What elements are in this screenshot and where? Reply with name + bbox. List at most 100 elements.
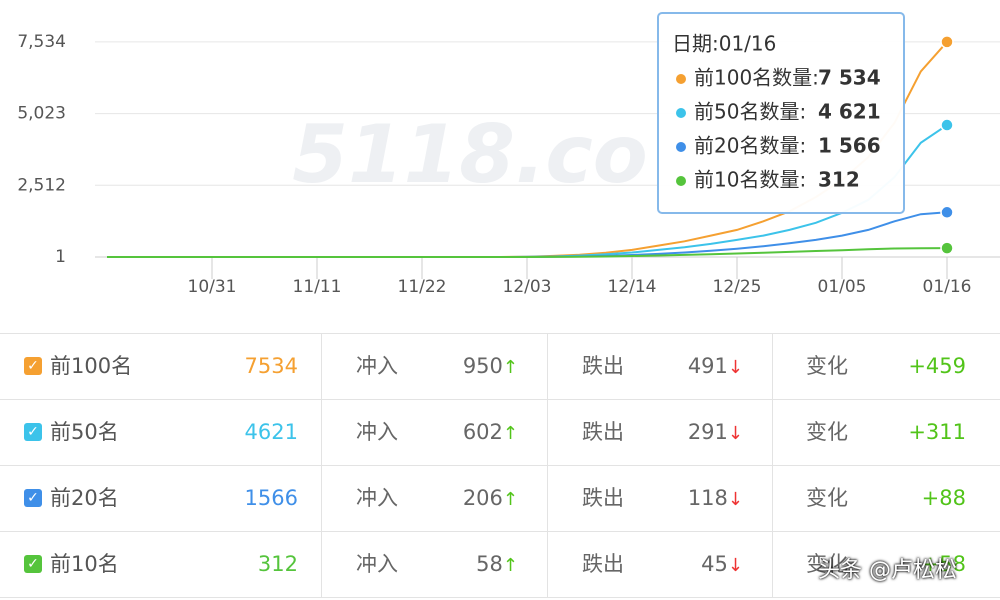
x-tick-label: 01/16 [923, 277, 972, 297]
up-arrow: ↑ [502, 555, 518, 576]
col-sep [321, 466, 322, 531]
tooltip-label: 前20名数量: [694, 134, 806, 158]
in-label: 冲入 [356, 552, 398, 576]
out-label: 跌出 [582, 420, 624, 444]
tooltip-value: 1 566 [818, 134, 881, 158]
end-point [940, 35, 954, 49]
overlay-text: 头条 @卢松松 [818, 558, 957, 583]
change-value: +58 [921, 552, 966, 576]
col-sep [321, 400, 322, 465]
row-name: 前20名 [50, 486, 119, 510]
row-total: 312 [257, 552, 298, 576]
down-arrow: ↓ [727, 555, 743, 576]
tooltip: 日期:01/16 前100名数量: 7 534 前50名数量: 4 621 前20名数量… [657, 12, 905, 214]
in-value: 950↑ [463, 334, 518, 399]
table-row: ✓ 前100名 7534 冲入 950↑ 跌出 491↓ 变化 +459 [0, 334, 1000, 400]
col-sep [772, 400, 773, 465]
watermark: 5118.co [292, 108, 647, 201]
col-sep [547, 400, 548, 465]
row-name: 前50名 [50, 420, 119, 444]
tooltip-value: 4 621 [818, 100, 881, 124]
up-arrow: ↑ [502, 357, 518, 378]
out-label: 跌出 [582, 486, 624, 510]
tooltip-box [657, 12, 905, 214]
tooltip-dot [676, 74, 686, 84]
table-row: ✓ 前20名 1566 冲入 206↑ 跌出 118↓ 变化 +88 [0, 466, 1000, 532]
tooltip-dot [676, 176, 686, 186]
col-sep [321, 334, 322, 399]
change-value: +88 [921, 486, 966, 510]
change-label: 变化 [806, 486, 848, 510]
end-point [940, 205, 954, 220]
table: ✓ 前100名 7534 冲入 950↑ 跌出 491↓ 变化 +459 ✓ 前50名 4621 冲入 6… [0, 333, 1000, 598]
col-sep [321, 532, 322, 597]
tooltip-dot [676, 142, 686, 152]
series-line [107, 247, 948, 258]
up-arrow: ↑ [502, 423, 518, 444]
checkbox[interactable]: ✓ [24, 423, 42, 441]
x-tick-label: 11/11 [293, 277, 342, 297]
out-value: 118↓ [688, 466, 743, 531]
change-label: 变化 [806, 420, 848, 444]
tooltip-label: 前100名数量: [694, 66, 819, 90]
checkbox[interactable]: ✓ [24, 555, 42, 573]
out-label: 跌出 [582, 354, 624, 378]
in-value: 602↑ [463, 400, 518, 465]
checkbox[interactable]: ✓ [24, 489, 42, 507]
out-number: 291 [687, 420, 728, 444]
x-tick-label: 12/14 [608, 277, 657, 297]
down-arrow: ↓ [727, 489, 743, 510]
in-number: 950 [462, 354, 503, 378]
tooltip-dot [676, 108, 686, 118]
end-point [940, 241, 954, 255]
out-number: 45 [701, 552, 728, 576]
row-total: 4621 [244, 420, 298, 444]
end-point [940, 118, 954, 132]
x-tick-label: 12/03 [503, 277, 552, 297]
col-sep [772, 532, 773, 597]
y-tick-label: 1 [55, 247, 66, 267]
in-label: 冲入 [356, 486, 398, 510]
col-sep [547, 466, 548, 531]
tooltip-value: 312 [818, 168, 860, 192]
row-name: 前100名 [50, 354, 133, 378]
out-number: 118 [687, 486, 728, 510]
col-sep [772, 334, 773, 399]
chart: 5118.co 1 2,512 5,023 7,534 10/31 11/11 11/22 1… [17, 12, 1000, 297]
table-row: ✓ 前10名 312 冲入 58↑ 跌出 45↓ 变化 +58 [0, 532, 1000, 598]
y-tick-label: 7,534 [17, 32, 66, 52]
down-arrow: ↓ [727, 357, 743, 378]
change-value: +311 [908, 420, 966, 444]
tooltip-label: 前10名数量: [694, 168, 806, 192]
col-sep [772, 466, 773, 531]
out-label: 跌出 [582, 552, 624, 576]
x-tick-label: 01/05 [818, 277, 867, 297]
in-value: 206↑ [463, 466, 518, 531]
out-value: 291↓ [688, 400, 743, 465]
in-number: 58 [476, 552, 503, 576]
tooltip-value: 7 534 [818, 66, 881, 90]
x-tick-label: 11/22 [398, 277, 447, 297]
row-total: 7534 [244, 354, 298, 378]
in-number: 206 [462, 486, 503, 510]
y-tick-label: 5,023 [17, 104, 66, 124]
up-arrow: ↑ [502, 489, 518, 510]
change-label: 变化 [806, 552, 848, 576]
table-row: ✓ 前50名 4621 冲入 602↑ 跌出 291↓ 变化 +311 [0, 400, 1000, 466]
in-number: 602 [462, 420, 503, 444]
col-sep [547, 532, 548, 597]
out-value: 45↓ [701, 532, 743, 597]
out-number: 491 [687, 354, 728, 378]
checkbox[interactable]: ✓ [24, 357, 42, 375]
change-label: 变化 [806, 354, 848, 378]
col-sep [547, 334, 548, 399]
change-value: +459 [908, 354, 966, 378]
tooltip-title: 日期:01/16 [672, 32, 776, 56]
x-tick-label: 12/25 [713, 277, 762, 297]
row-total: 1566 [244, 486, 298, 510]
in-label: 冲入 [356, 420, 398, 444]
tooltip-label: 前50名数量: [694, 100, 806, 124]
row-name: 前10名 [50, 552, 119, 576]
down-arrow: ↓ [727, 423, 743, 444]
